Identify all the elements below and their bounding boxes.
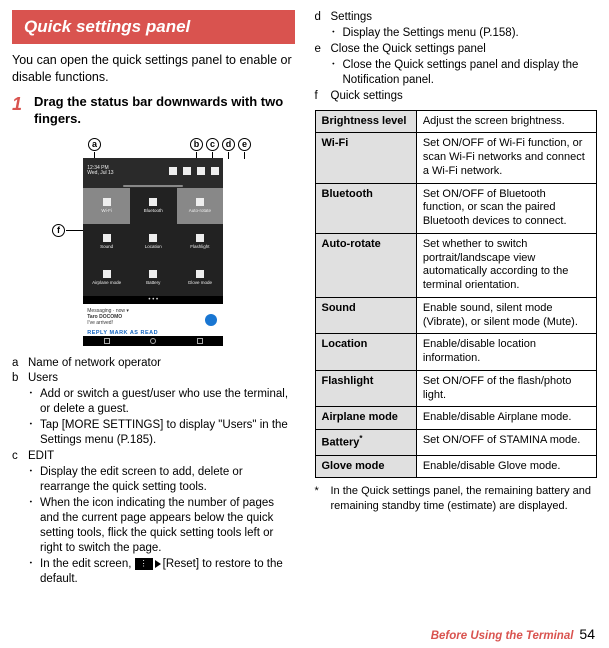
callout-4: d	[222, 138, 235, 151]
page-dots: • • •	[83, 296, 223, 304]
users-icon	[169, 167, 177, 175]
notification-card: Messaging · now ▾ Taro DOCOMO I've arriv…	[83, 304, 223, 340]
callout-3: c	[206, 138, 219, 151]
step-1: 1 Drag the status bar downwards with two…	[12, 94, 295, 128]
callout-2: b	[190, 138, 203, 151]
screenshot-device: 12:34 PM Wed, Jul 13 Wi-Fi Bluetooth Aut…	[83, 158, 223, 346]
callout-1: a	[88, 138, 101, 151]
page-footer: Before Using the Terminal54	[431, 626, 595, 642]
step-number: 1	[12, 94, 34, 128]
fab-icon	[205, 314, 217, 326]
settings-table: Brightness levelAdjust the screen bright…	[315, 110, 598, 479]
brightness-slider	[123, 185, 183, 187]
callout-6: f	[52, 224, 65, 237]
panel-heading: Quick settings panel	[12, 10, 295, 44]
close-icon	[211, 167, 219, 175]
legend-list-right: d Settings ･Display the Settings menu (P…	[315, 10, 598, 104]
quick-tiles-grid: Wi-Fi Bluetooth Auto-rotate Sound Locati…	[83, 188, 223, 296]
footnote: * In the Quick settings panel, the remai…	[315, 484, 598, 513]
step-instruction: Drag the status bar downwards with two f…	[34, 94, 295, 128]
screenshot-date: Wed, Jul 13	[87, 171, 113, 176]
legend-list-left: aName of network operator b Users ･Add o…	[12, 356, 295, 587]
menu-key-icon: ⋮	[135, 558, 153, 570]
screenshot-figure: a b c d e f 12:34 PM Wed, Jul 13	[12, 134, 295, 346]
settings-icon	[197, 167, 205, 175]
arrow-icon	[155, 560, 161, 568]
edit-icon	[183, 167, 191, 175]
intro-text: You can open the quick settings panel to…	[12, 52, 295, 86]
callout-5: e	[238, 138, 251, 151]
